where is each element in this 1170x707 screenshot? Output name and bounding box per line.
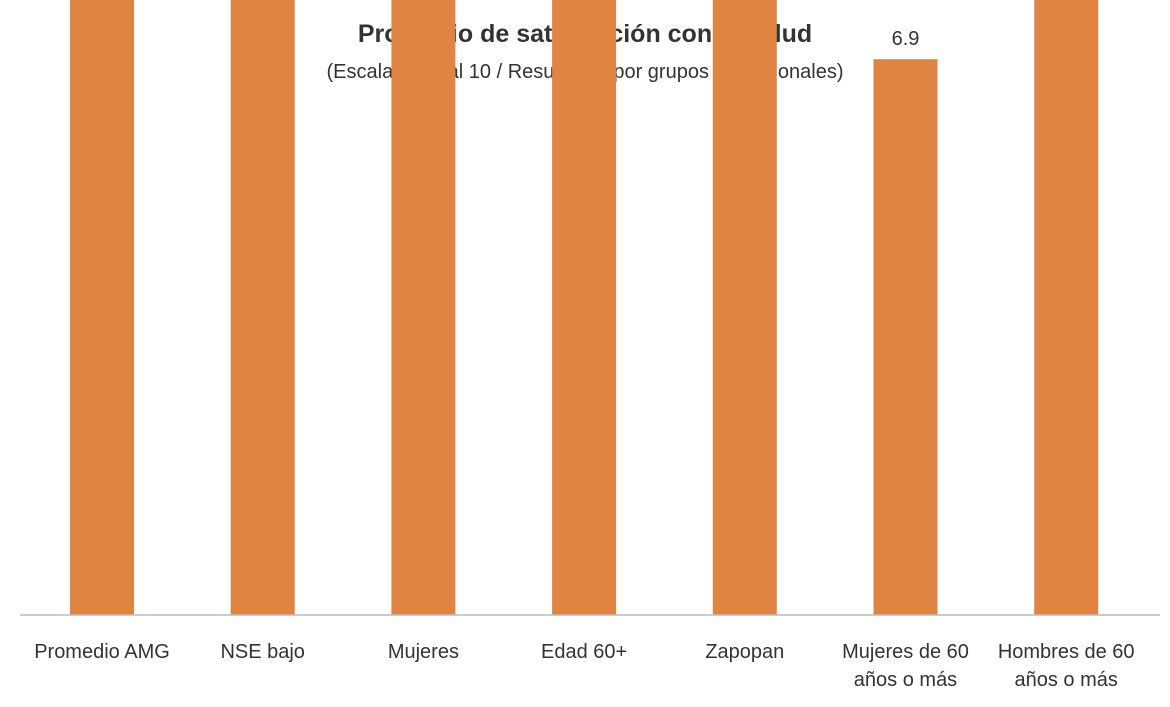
- bar: [391, 0, 456, 615]
- category-label: años o más: [854, 669, 957, 691]
- bar: [712, 0, 777, 616]
- bar: [70, 0, 134, 616]
- bar-value-label: 6.9: [892, 28, 920, 50]
- category-label: Hombres de 60: [998, 641, 1135, 663]
- category-label: Zapopan: [705, 641, 784, 663]
- category-label: NSE bajo: [220, 641, 305, 663]
- category-label: Mujeres: [388, 641, 459, 663]
- category-label: años o más: [1015, 669, 1118, 691]
- category-label: Mujeres de 60: [842, 641, 969, 663]
- bar: [230, 0, 295, 615]
- bar: [873, 59, 938, 615]
- bar: [1034, 0, 1099, 616]
- category-label: Edad 60+: [541, 641, 627, 663]
- category-label: Promedio AMG: [34, 641, 170, 663]
- bar: [552, 0, 617, 615]
